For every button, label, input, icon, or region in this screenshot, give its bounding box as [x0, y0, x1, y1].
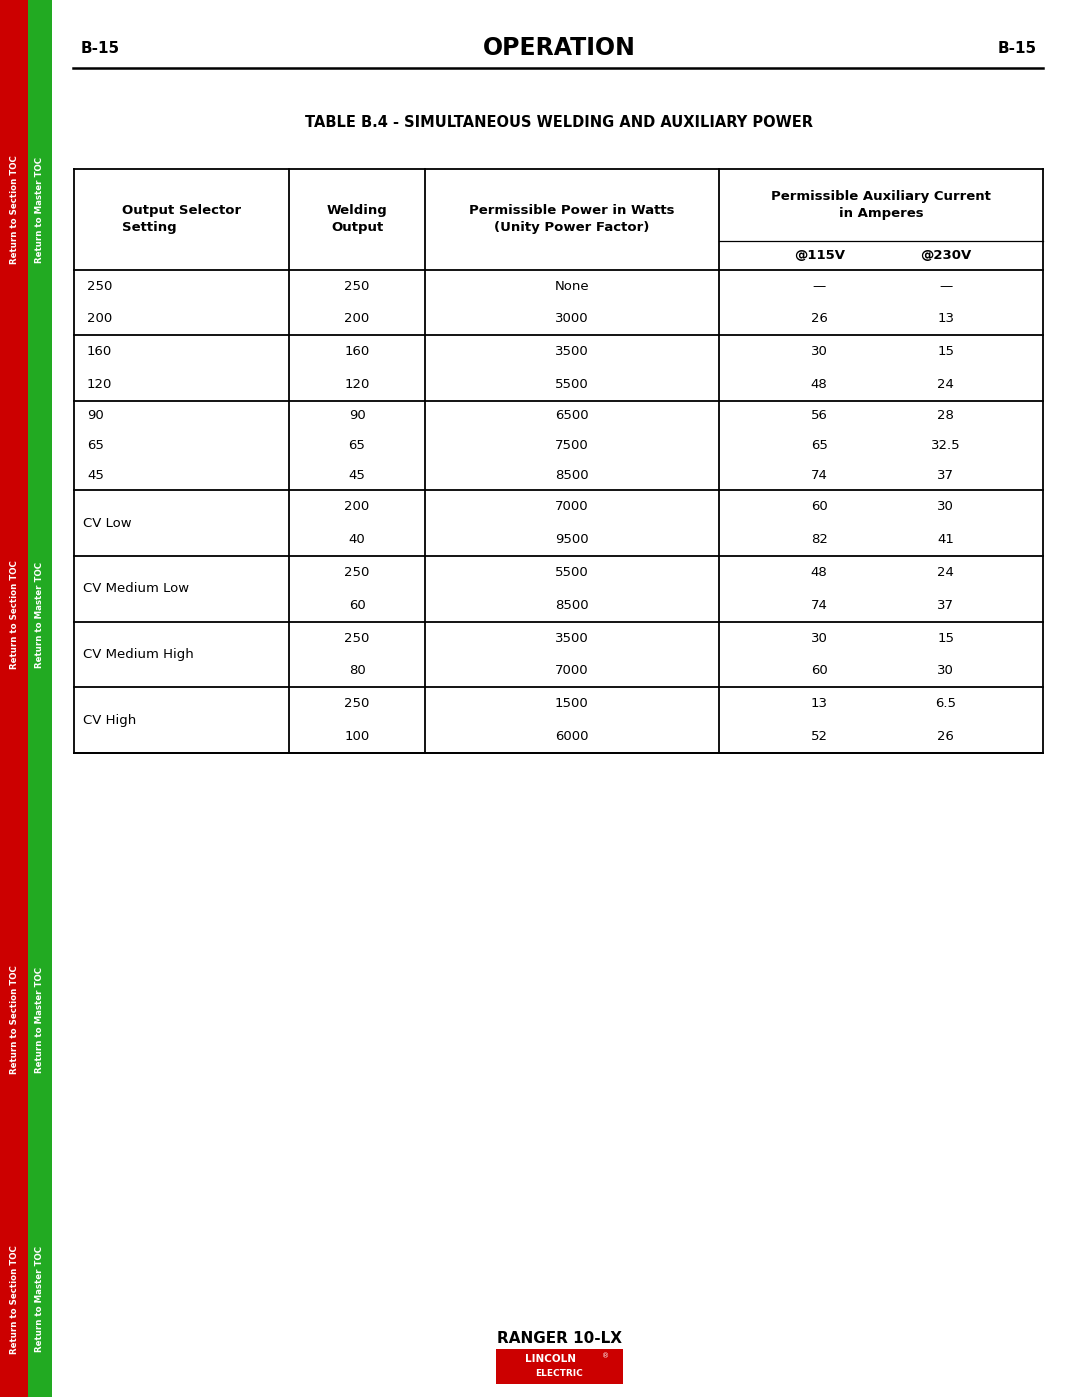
Text: 32.5: 32.5	[931, 439, 961, 453]
Text: 160: 160	[86, 345, 112, 358]
Text: B-15: B-15	[81, 41, 120, 56]
Text: 250: 250	[86, 279, 112, 292]
Text: 250: 250	[345, 566, 369, 578]
Text: 13: 13	[811, 697, 827, 710]
Text: Output Selector
Setting: Output Selector Setting	[122, 204, 241, 235]
Text: @115V: @115V	[794, 249, 845, 261]
Text: 48: 48	[811, 566, 827, 578]
Text: RANGER 10-LX: RANGER 10-LX	[497, 1331, 622, 1345]
Text: 30: 30	[937, 665, 955, 678]
Text: 28: 28	[937, 409, 955, 422]
Text: @230V: @230V	[920, 249, 972, 261]
Text: 26: 26	[811, 313, 827, 326]
Text: ®: ®	[603, 1354, 609, 1359]
Text: 9500: 9500	[555, 534, 589, 546]
Text: 37: 37	[937, 469, 955, 482]
Text: 250: 250	[345, 279, 369, 292]
Text: 5500: 5500	[555, 379, 589, 391]
Text: 60: 60	[811, 665, 827, 678]
Text: 250: 250	[345, 697, 369, 710]
Text: CV Medium Low: CV Medium Low	[83, 583, 189, 595]
Text: 3500: 3500	[555, 345, 589, 358]
Text: 8500: 8500	[555, 599, 589, 612]
Text: 65: 65	[811, 439, 827, 453]
Text: 120: 120	[86, 379, 112, 391]
Text: 65: 65	[86, 439, 104, 453]
Text: Return to Master TOC: Return to Master TOC	[36, 156, 44, 263]
Text: 48: 48	[811, 379, 827, 391]
Text: Return to Section TOC: Return to Section TOC	[10, 155, 18, 264]
Text: 250: 250	[345, 631, 369, 644]
Text: —: —	[812, 279, 826, 292]
Text: 7500: 7500	[555, 439, 589, 453]
Text: Return to Section TOC: Return to Section TOC	[10, 560, 18, 669]
Text: 3000: 3000	[555, 313, 589, 326]
Text: 8500: 8500	[555, 469, 589, 482]
Text: 74: 74	[811, 469, 827, 482]
Text: 90: 90	[86, 409, 104, 422]
Text: 56: 56	[811, 409, 827, 422]
Text: 7000: 7000	[555, 665, 589, 678]
Text: 82: 82	[811, 534, 827, 546]
Text: 74: 74	[811, 599, 827, 612]
Text: 1500: 1500	[555, 697, 589, 710]
Text: Return to Master TOC: Return to Master TOC	[36, 1246, 44, 1352]
Text: ELECTRIC: ELECTRIC	[536, 1369, 583, 1377]
Text: Return to Master TOC: Return to Master TOC	[36, 967, 44, 1073]
Text: 37: 37	[937, 599, 955, 612]
Text: 80: 80	[349, 665, 365, 678]
Bar	[496, 1350, 623, 1383]
Bar	[28, 0, 52, 1397]
Text: 160: 160	[345, 345, 369, 358]
Text: 7000: 7000	[555, 500, 589, 513]
Text: LINCOLN: LINCOLN	[525, 1354, 577, 1365]
Text: 6500: 6500	[555, 409, 589, 422]
Text: 45: 45	[349, 469, 365, 482]
Text: CV Low: CV Low	[83, 517, 132, 529]
Text: Return to Section TOC: Return to Section TOC	[10, 965, 18, 1074]
Text: B-15: B-15	[998, 41, 1037, 56]
Text: 40: 40	[349, 534, 365, 546]
Text: 60: 60	[349, 599, 365, 612]
Text: 15: 15	[937, 345, 955, 358]
Text: 45: 45	[86, 469, 104, 482]
Text: 15: 15	[937, 631, 955, 644]
Text: 200: 200	[345, 500, 369, 513]
Text: Welding
Output: Welding Output	[326, 204, 388, 235]
Text: 60: 60	[811, 500, 827, 513]
Text: 90: 90	[349, 409, 365, 422]
Text: 5500: 5500	[555, 566, 589, 578]
Text: TABLE B.4 - SIMULTANEOUS WELDING AND AUXILIARY POWER: TABLE B.4 - SIMULTANEOUS WELDING AND AUX…	[306, 116, 813, 130]
Text: 41: 41	[937, 534, 955, 546]
Text: 120: 120	[345, 379, 369, 391]
Text: Permissible Auxiliary Current
in Amperes: Permissible Auxiliary Current in Amperes	[771, 190, 990, 219]
Text: 65: 65	[349, 439, 365, 453]
Text: CV High: CV High	[83, 714, 136, 726]
Text: 30: 30	[811, 345, 827, 358]
Text: 200: 200	[86, 313, 112, 326]
Text: 30: 30	[937, 500, 955, 513]
Text: Permissible Power in Watts
(Unity Power Factor): Permissible Power in Watts (Unity Power …	[469, 204, 675, 235]
Text: 200: 200	[345, 313, 369, 326]
Text: 6.5: 6.5	[935, 697, 957, 710]
Text: 52: 52	[811, 731, 827, 743]
Text: 6000: 6000	[555, 731, 589, 743]
Text: OPERATION: OPERATION	[483, 36, 636, 60]
Text: Return to Master TOC: Return to Master TOC	[36, 562, 44, 668]
Text: 100: 100	[345, 731, 369, 743]
Text: None: None	[554, 279, 589, 292]
Text: 30: 30	[811, 631, 827, 644]
Text: 24: 24	[937, 379, 955, 391]
Text: 26: 26	[937, 731, 955, 743]
Bar	[0, 0, 28, 1397]
Text: 3500: 3500	[555, 631, 589, 644]
Text: 24: 24	[937, 566, 955, 578]
Text: 13: 13	[937, 313, 955, 326]
Text: —: —	[940, 279, 953, 292]
Text: Return to Section TOC: Return to Section TOC	[10, 1245, 18, 1354]
Text: CV Medium High: CV Medium High	[83, 648, 193, 661]
